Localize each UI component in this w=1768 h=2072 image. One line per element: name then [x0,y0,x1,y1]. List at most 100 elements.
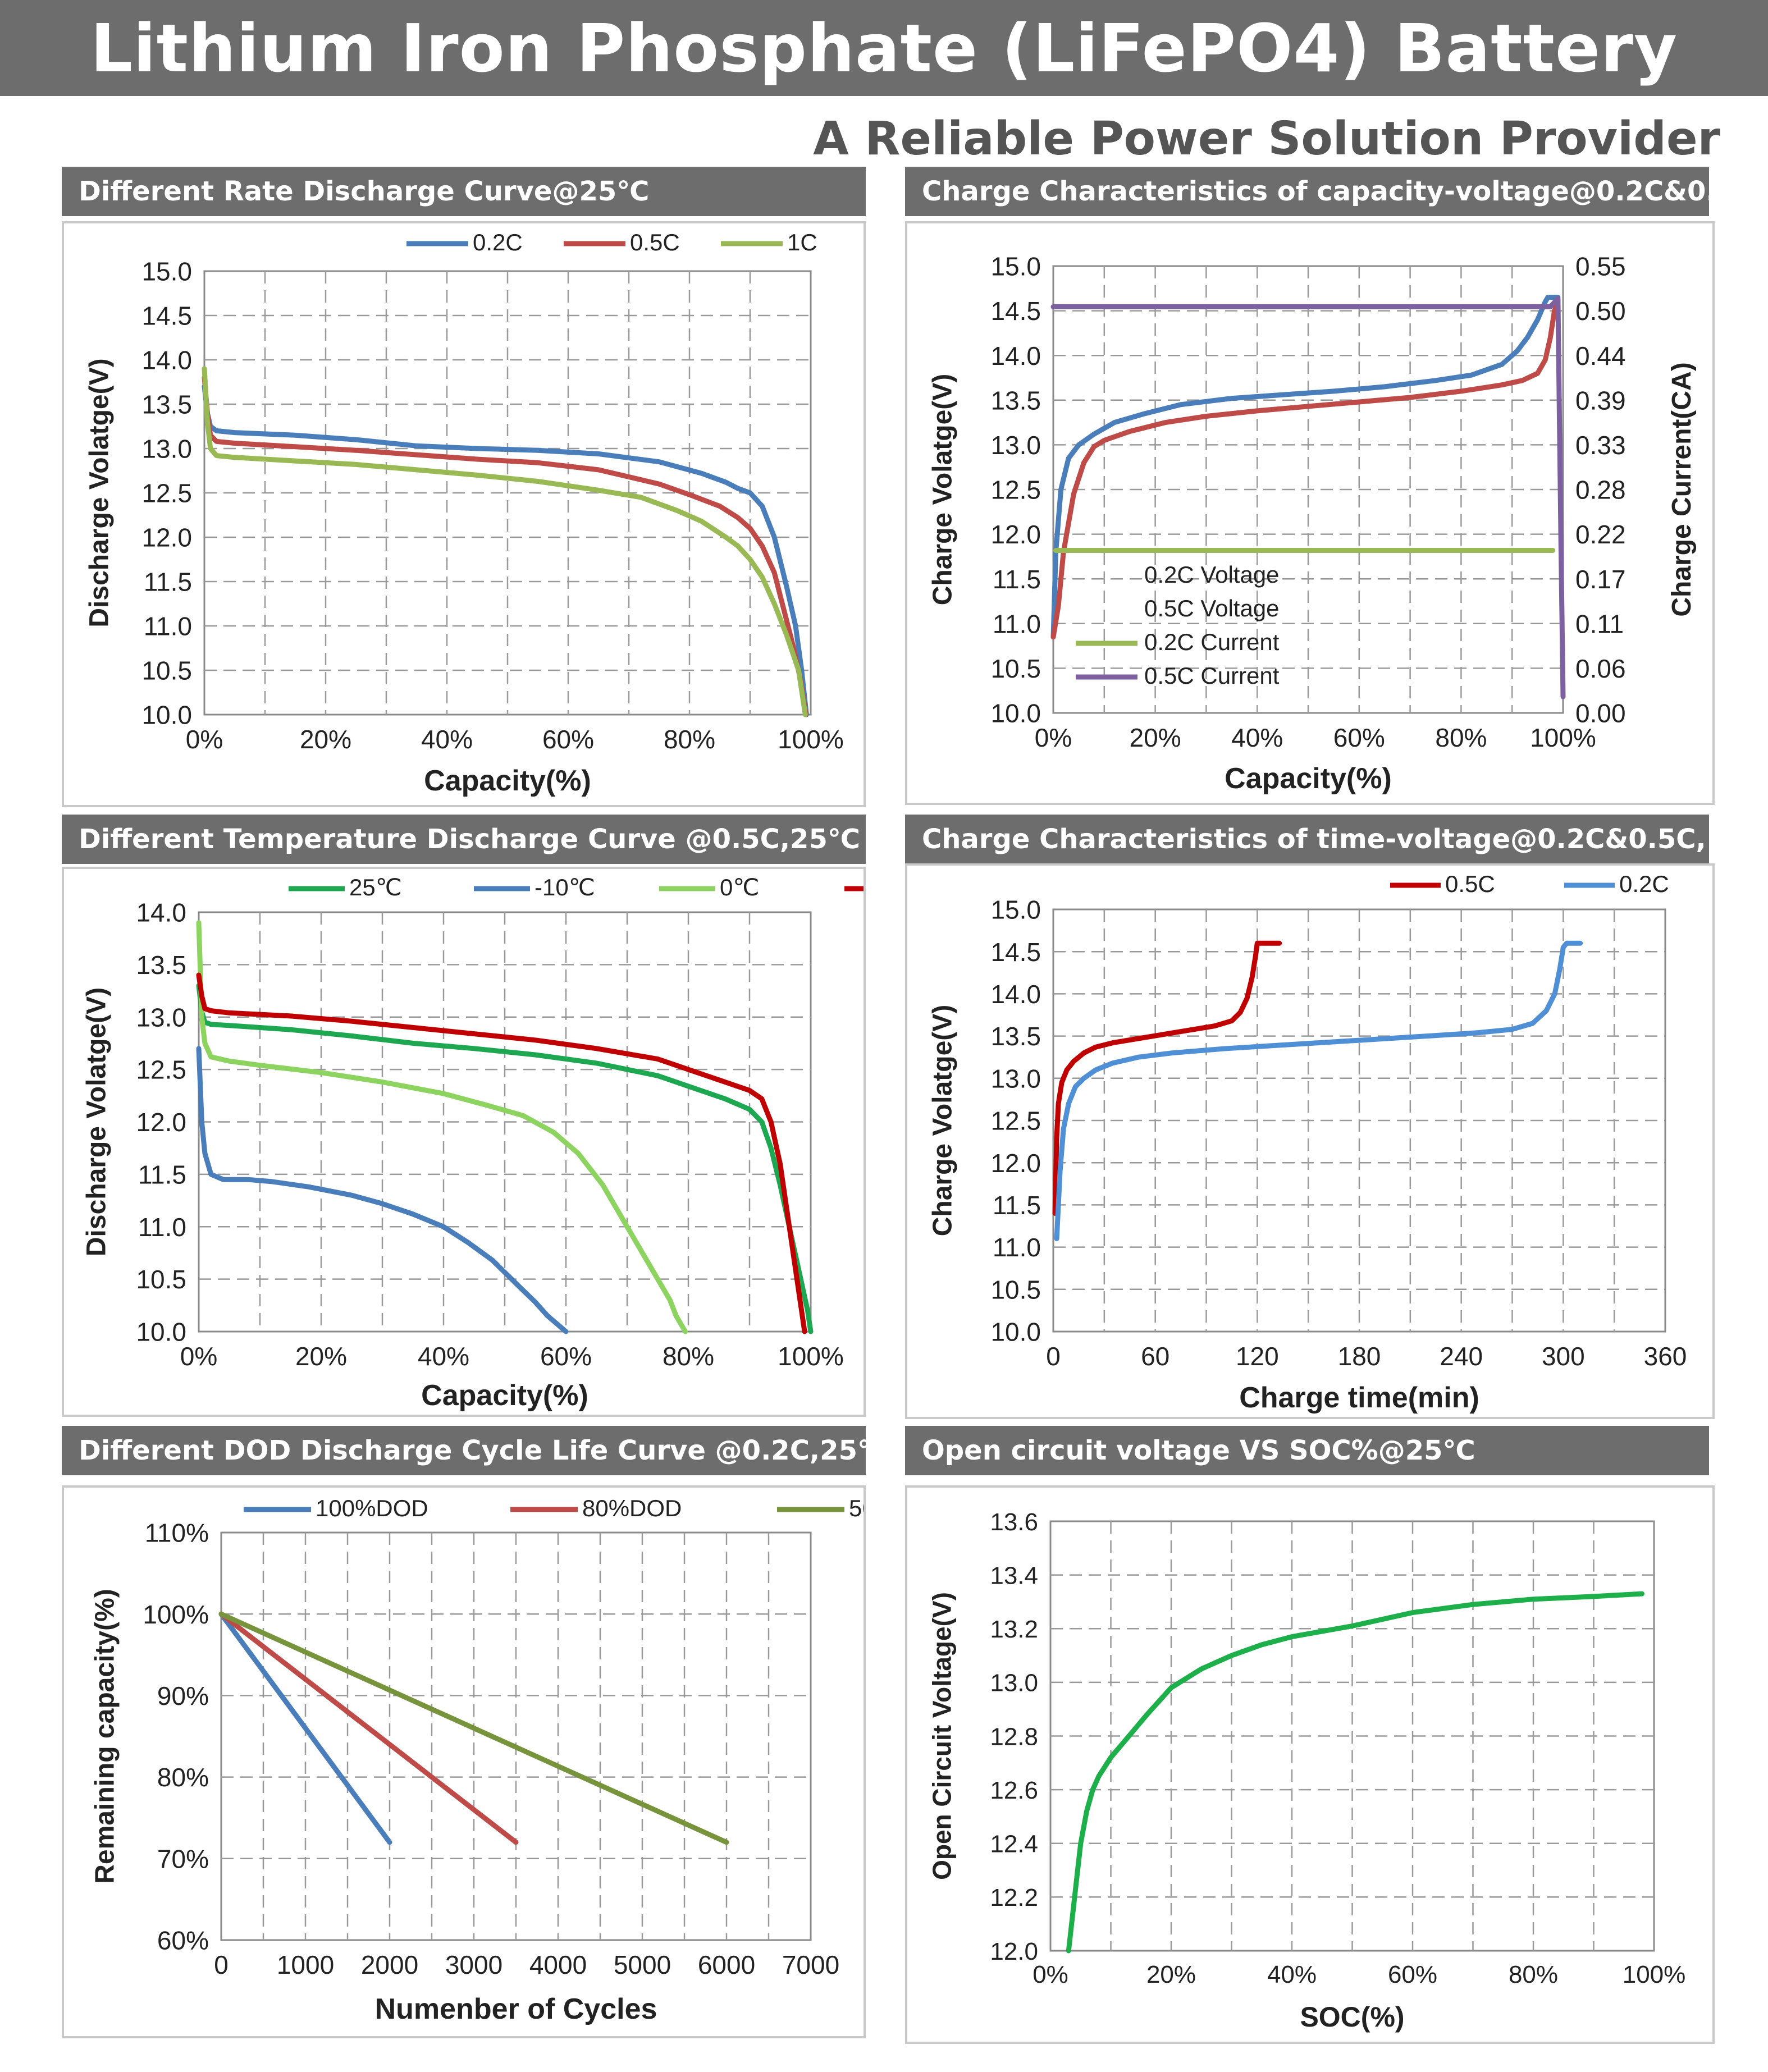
x-tick-label: 0 [1046,1342,1061,1371]
y-axis-title: Remaining capacity(%) [90,1589,120,1883]
x-tick-label: 100% [1623,1961,1686,1988]
legend-label: 0.2C [1619,871,1669,897]
y-tick-label: 15.0 [141,257,192,286]
y-axis-title: Discharge Volatge(V) [84,358,114,627]
x-tick-label: 0% [180,1342,217,1371]
y-tick-label: 14.5 [141,301,192,331]
page-subtitle: A Reliable Power Solution Provider [813,112,1720,166]
x-tick-label: 20% [300,725,351,754]
y-axis-title: Open Circuit Voltage(V) [928,1592,957,1880]
y-tick-label: 10.0 [136,1318,186,1347]
x-tick-label: 360 [1644,1342,1687,1371]
legend-label: 0.5C Voltage [1144,595,1280,621]
x-tick-label: 40% [418,1342,469,1371]
series-line-0 [218,1611,392,1845]
panel-title-ocv-soc: Open circuit voltage VS SOC%@25℃ [905,1426,1709,1475]
y-axis-title: Discharge Volatge(V) [81,987,111,1256]
y-tick-label: 10.5 [141,656,192,685]
x-axis-title: Numenber of Cycles [375,1993,657,2025]
y-axis-title: Charge Volatge(V) [928,1005,957,1237]
x-tick-label: 60% [540,1342,592,1371]
y-tick-label: 11.5 [993,1191,1041,1220]
series-line-1 [1050,299,1561,640]
x-tick-label: 40% [421,725,473,754]
x-tick-label: 80% [663,1342,714,1371]
y-tick-label: 12.0 [141,523,192,552]
legend-label: 0.5C Current [1144,662,1280,689]
y-tick-label: 10.0 [990,699,1041,728]
x-axis-title: Charge time(min) [1239,1382,1479,1414]
x-tick-label: 60% [1333,723,1385,752]
y-tick-label: 12.0 [990,520,1041,549]
chart-dod-cycle: 60% 70% 80% 90% 100% 110% 0 1000 2000 3000 4000 500… [62,1485,866,2038]
series-line-0 [1050,295,1561,640]
y2-tick-label: 0.00 [1575,699,1626,728]
y-tick-label: 11.5 [144,568,192,597]
chart-ocv-soc-svg: 12.0 12.2 12.4 12.6 12.8 13.0 13.2 13.4 13.6 0% 20… [928,1508,1686,2033]
legend-label: 25℃ [349,874,402,900]
y2-axis-title: Charge Current(CA) [1667,362,1697,616]
x-tick-label: 60 [1141,1342,1169,1371]
legend-label: 0.5C [630,229,680,255]
x-tick-label: 60% [542,725,594,754]
y-tick-label: 15.0 [990,252,1041,281]
y-tick-label: 13.0 [136,1003,186,1032]
y-axis-title: Charge Volatge(V) [928,374,957,606]
x-axis-title: Capacity(%) [1225,762,1392,795]
y-tick-label: 14.0 [990,341,1041,371]
legend-label: 0.5C [1445,871,1495,897]
legend-label: 80%DOD [582,1495,682,1521]
x-tick-label: 0 [214,1950,229,1979]
x-tick-label: 0% [1033,1961,1068,1988]
panel-title-charge-capacity: Charge Characteristics of capacity-volta… [905,167,1709,216]
y-tick-label: 11.0 [993,609,1041,638]
legend-label: 0.2C Current [1144,629,1280,655]
y-tick-label: 13.5 [990,386,1041,415]
x-axis-title: SOC(%) [1300,2001,1404,2033]
y2-tick-label: 0.28 [1575,475,1626,505]
series-line-2 [196,920,688,1334]
x-tick-label: 6000 [698,1950,755,1979]
y-tick-label: 14.5 [990,937,1041,967]
x-tick-label: 4000 [529,1950,587,1979]
x-tick-label: 240 [1440,1342,1483,1371]
x-tick-label: 100% [778,1342,844,1371]
legend-label: 50%DOD [849,1495,864,1521]
x-tick-label: 180 [1338,1342,1381,1371]
x-tick-label: 1000 [277,1950,334,1979]
chart-rate-discharge: 10.0 10.5 11.0 11.5 12.0 12.5 13.0 13.5 14.0 14.5… [62,221,866,807]
y-tick-label: 10.5 [136,1265,186,1294]
y-tick-label: 15.0 [990,895,1041,925]
x-tick-label: 80% [1435,723,1487,752]
series-line-3 [1050,296,1566,699]
y-tick-label: 13.0 [990,431,1041,460]
legend-label: 0.2C Voltage [1144,561,1280,588]
y-tick-label: 12.5 [136,1055,186,1085]
x-tick-label: 40% [1231,723,1283,752]
series-line-1 [202,375,808,717]
x-axis-title: Capacity(%) [421,1379,588,1412]
y-tick-label: 11.0 [144,612,192,641]
y-tick-label: 80% [157,1763,209,1792]
y-tick-label: 12.0 [990,1938,1038,1965]
series-line-2 [218,1611,729,1845]
y-tick-label: 13.5 [136,950,186,980]
legend-label: 0℃ [720,874,760,900]
x-axis-title: Capacity(%) [424,765,591,797]
y-tick-label: 10.0 [990,1318,1041,1347]
y-tick-label: 70% [157,1844,209,1873]
panel-title-dod-cycle: Different DOD Discharge Cycle Life Curve… [62,1426,866,1475]
chart-charge-time: 10.0 10.5 11.0 11.5 12.0 12.5 13.0 13.5 14.0 14.5… [905,863,1715,1419]
y-tick-label: 13.5 [990,1022,1041,1051]
y-tick-label: 13.0 [141,434,192,464]
series-line-0 [1066,1591,1644,1954]
chart-dod-cycle-svg: 60% 70% 80% 90% 100% 110% 0 1000 2000 3000 4000 500… [90,1495,864,2025]
y-tick-label: 11.0 [138,1213,186,1242]
y-tick-label: 10.5 [990,1275,1041,1304]
y-tick-label: 13.2 [990,1616,1038,1643]
series-line-0 [202,383,809,717]
y2-tick-label: 0.11 [1575,609,1624,638]
panel-title-rate-discharge: Different Rate Discharge Curve@25℃ [62,167,866,216]
y-tick-label: 12.6 [990,1777,1038,1804]
y2-tick-label: 0.33 [1575,431,1626,460]
